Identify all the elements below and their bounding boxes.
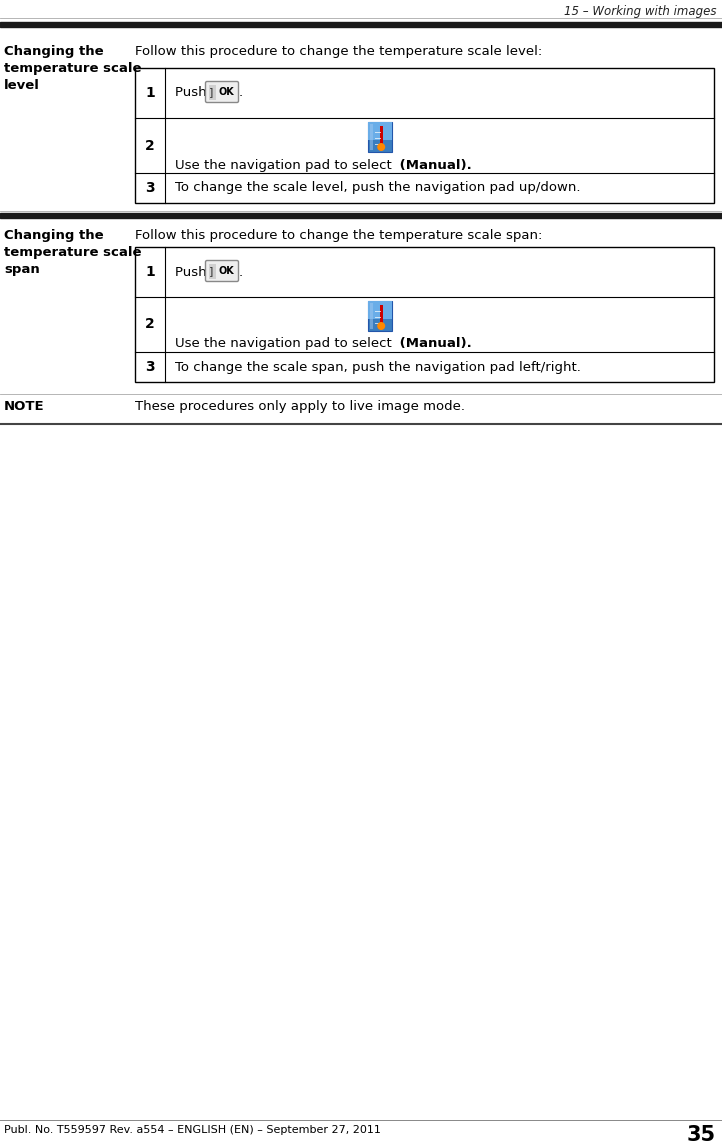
Text: To change the scale span, push the navigation pad left/right.: To change the scale span, push the navig… <box>175 361 581 373</box>
Text: 35: 35 <box>687 1126 716 1145</box>
Bar <box>368 301 392 331</box>
Text: 1: 1 <box>145 264 155 279</box>
Bar <box>370 124 373 150</box>
Text: 3: 3 <box>145 360 155 374</box>
Text: .: . <box>239 87 243 100</box>
Circle shape <box>377 322 386 330</box>
Bar <box>368 123 392 152</box>
Bar <box>0 22 722 27</box>
Bar <box>368 301 392 319</box>
Bar <box>0 213 722 218</box>
Bar <box>135 68 714 203</box>
Circle shape <box>377 143 386 151</box>
Text: Push: Push <box>175 266 211 278</box>
Text: Use the navigation pad to select: Use the navigation pad to select <box>175 158 396 172</box>
Text: ]: ] <box>209 87 213 97</box>
Bar <box>135 247 714 382</box>
Text: 3: 3 <box>145 181 155 195</box>
Text: 2: 2 <box>145 317 155 332</box>
Text: Use the navigation pad to select: Use the navigation pad to select <box>175 338 396 350</box>
Text: Publ. No. T559597 Rev. a554 – ENGLISH (EN) – September 27, 2011: Publ. No. T559597 Rev. a554 – ENGLISH (E… <box>4 1126 381 1135</box>
Text: Changing the
temperature scale
span: Changing the temperature scale span <box>4 229 142 276</box>
Text: To change the scale level, push the navigation pad up/down.: To change the scale level, push the navi… <box>175 182 580 195</box>
Text: 15 – Working with images: 15 – Working with images <box>563 5 716 18</box>
Bar <box>368 123 392 140</box>
FancyBboxPatch shape <box>206 81 238 103</box>
Bar <box>209 85 215 100</box>
Text: Changing the
temperature scale
level: Changing the temperature scale level <box>4 45 142 92</box>
Bar <box>370 303 373 329</box>
FancyBboxPatch shape <box>206 261 238 282</box>
Text: Follow this procedure to change the temperature scale level:: Follow this procedure to change the temp… <box>135 45 542 58</box>
Text: (Manual).: (Manual). <box>395 158 471 172</box>
Text: OK: OK <box>219 266 235 276</box>
Bar <box>209 263 215 278</box>
Text: 2: 2 <box>145 139 155 152</box>
Text: (Manual).: (Manual). <box>395 338 471 350</box>
Text: .: . <box>239 266 243 278</box>
Bar <box>380 126 383 148</box>
Text: OK: OK <box>219 87 235 97</box>
Text: Follow this procedure to change the temperature scale span:: Follow this procedure to change the temp… <box>135 229 542 242</box>
Text: NOTE: NOTE <box>4 400 45 413</box>
Text: These procedures only apply to live image mode.: These procedures only apply to live imag… <box>135 400 465 413</box>
Text: ]: ] <box>209 266 213 276</box>
Text: 1: 1 <box>145 86 155 100</box>
Bar <box>380 305 383 327</box>
Text: Push: Push <box>175 87 211 100</box>
